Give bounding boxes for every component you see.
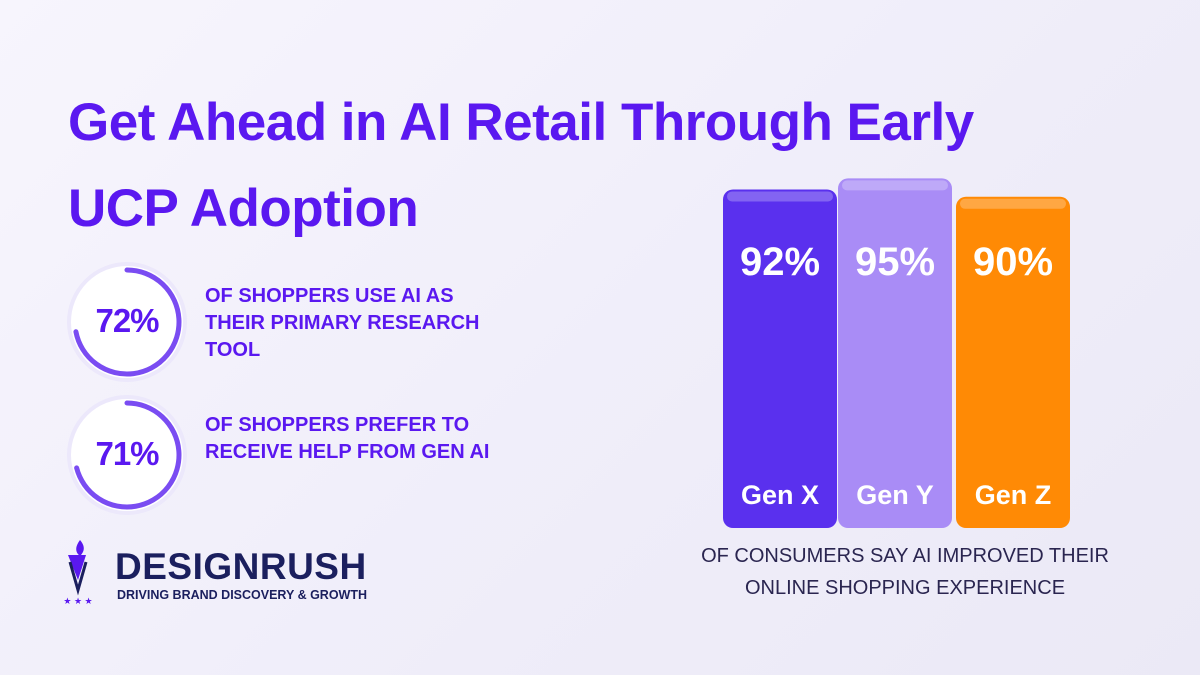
bar-value-label: 90% bbox=[972, 240, 1054, 284]
bar-highlight bbox=[727, 191, 833, 202]
ring-bg bbox=[67, 395, 187, 515]
bar bbox=[956, 196, 1070, 529]
brand-tagline: DRIVING BRAND DISCOVERY & GROWTH bbox=[117, 588, 368, 602]
ring-arc bbox=[74, 400, 182, 510]
bar-value-label: 95% bbox=[854, 240, 936, 284]
bar-category-label: Gen X bbox=[740, 480, 820, 510]
bar bbox=[723, 189, 837, 528]
bar-value-label: 92% bbox=[739, 240, 821, 284]
svg-text:★ ★ ★: ★ ★ ★ bbox=[63, 596, 92, 606]
stat-text: OF SHOPPERS USE AI AS THEIR PRIMARY RESE… bbox=[205, 285, 480, 361]
bar-category-label: Gen Z bbox=[974, 480, 1052, 510]
title: Get Ahead in AI Retail Through Early UCP… bbox=[68, 93, 974, 238]
bar-highlight bbox=[960, 198, 1066, 209]
stat-value: 72% bbox=[95, 302, 159, 339]
ring-arc bbox=[73, 267, 182, 377]
brand-name: DESIGNRUSH bbox=[115, 546, 367, 587]
bar-highlight bbox=[842, 180, 948, 191]
bar-category-label: Gen Y bbox=[856, 480, 934, 510]
bar bbox=[838, 178, 952, 528]
logo-icon: ★ ★ ★ bbox=[63, 540, 93, 606]
chart-caption: OF CONSUMERS SAY AI IMPROVED THEIR ONLIN… bbox=[701, 545, 1109, 599]
stat-text: OF SHOPPERS PREFER TO RECEIVE HELP FROM … bbox=[205, 414, 490, 463]
stat-value: 71% bbox=[95, 435, 159, 472]
ring-bg bbox=[67, 262, 187, 382]
